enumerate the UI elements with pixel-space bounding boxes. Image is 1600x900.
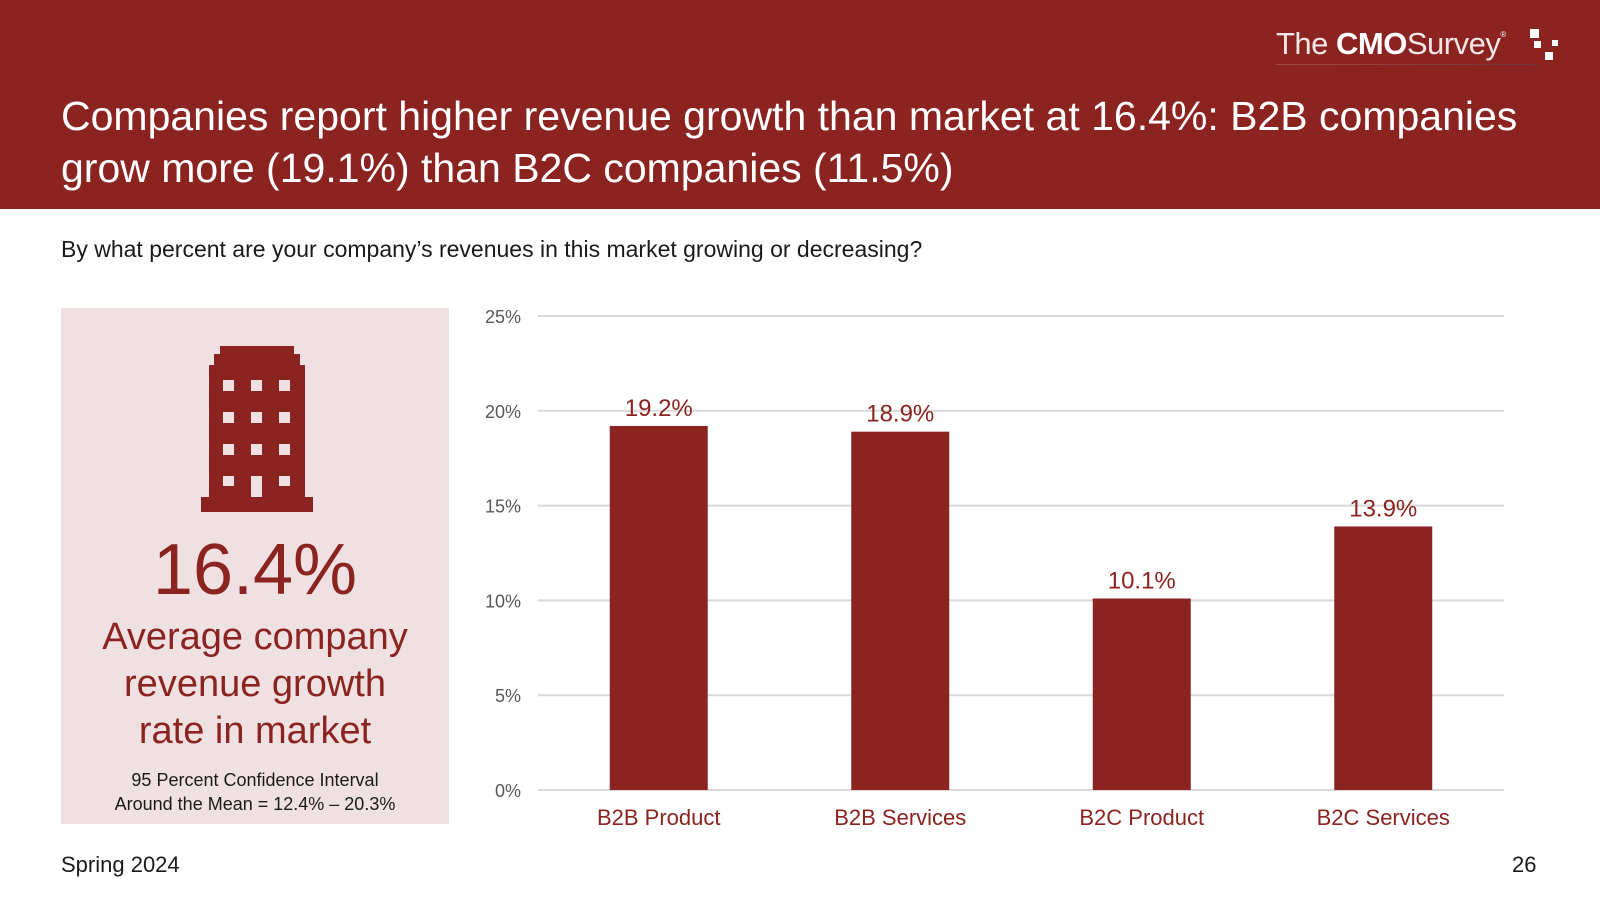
slide-title: Companies report higher revenue growth t…: [61, 93, 1518, 191]
x-category-label: B2C Services: [1317, 805, 1450, 830]
x-category-label: B2C Product: [1079, 805, 1204, 830]
logo-square-icon: [1534, 41, 1541, 48]
header-banner: The CMOSurvey® Companies report higher r…: [0, 0, 1600, 209]
average-growth-label: Average company revenue growth rate in m…: [102, 616, 408, 752]
y-tick-label: 15%: [485, 497, 521, 517]
y-tick-label: 5%: [495, 686, 521, 706]
y-tick-label: 25%: [485, 307, 521, 327]
y-tick-label: 10%: [485, 591, 521, 611]
page-number: 26: [1512, 852, 1537, 877]
x-category-label: B2B Services: [834, 805, 966, 830]
average-growth-value: 16.4%: [152, 530, 358, 610]
data-label: 18.9%: [866, 401, 934, 428]
x-category-label: B2B Product: [597, 805, 721, 830]
summary-panel: 16.4% Average company revenue growth rat…: [61, 308, 449, 824]
building-icon: [201, 346, 313, 512]
bar: [851, 431, 950, 790]
y-tick-label: 20%: [485, 402, 521, 422]
logo-square-icon: [1530, 29, 1539, 38]
bar: [1092, 598, 1191, 790]
data-label: 13.9%: [1349, 495, 1417, 522]
confidence-interval: 95 Percent Confidence Interval Around th…: [114, 770, 396, 814]
bar: [609, 425, 708, 790]
y-tick-label: 0%: [495, 781, 521, 801]
logo-square-icon: [1552, 40, 1558, 46]
data-label: 10.1%: [1108, 568, 1176, 595]
cmo-survey-logo: The CMOSurvey®: [1276, 26, 1506, 61]
data-label: 19.2%: [625, 395, 693, 422]
logo-underline: [1276, 64, 1538, 65]
survey-question: By what percent are your company’s reven…: [61, 236, 923, 262]
footer-date: Spring 2024: [61, 852, 180, 877]
bar: [1334, 526, 1433, 790]
logo-square-icon: [1545, 52, 1553, 60]
